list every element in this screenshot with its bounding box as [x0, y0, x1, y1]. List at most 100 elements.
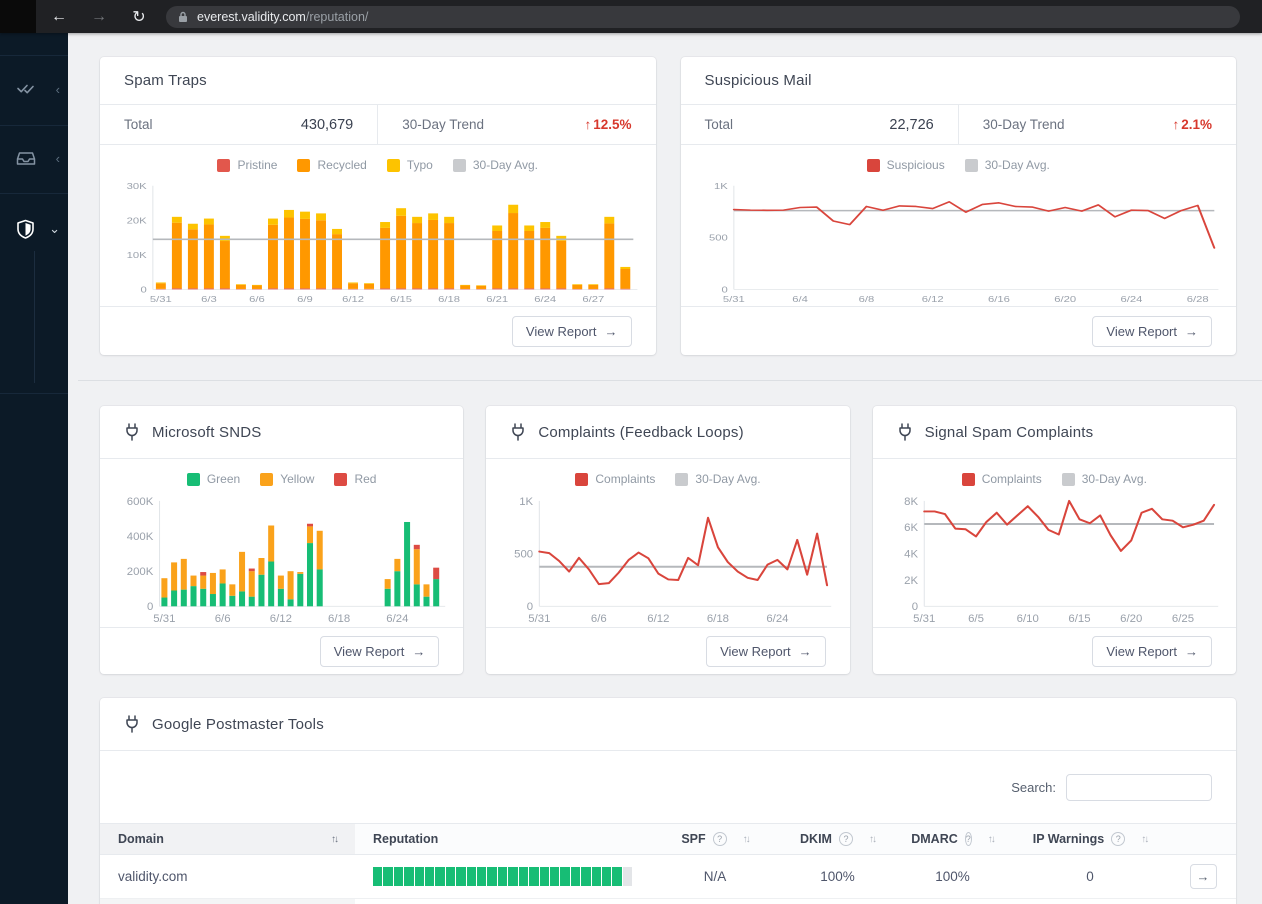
legend-swatch	[675, 472, 689, 486]
total-label: Total	[704, 117, 734, 132]
svg-text:6/5: 6/5	[968, 613, 984, 625]
svg-text:5/31: 5/31	[529, 613, 551, 625]
svg-text:6/25: 6/25	[1172, 613, 1194, 625]
help-icon[interactable]: ?	[964, 832, 972, 846]
view-report-button[interactable]: View Report →	[1092, 315, 1212, 347]
view-report-button[interactable]: View Report →	[319, 635, 440, 667]
snds-chart: 0 200K 400K 600K 5/31 6/6 6/12 6/18 6/24	[100, 495, 463, 627]
reputation-cell	[355, 855, 650, 898]
row-detail-button[interactable]: →	[1189, 864, 1217, 889]
arrow-right-icon: →	[1184, 643, 1198, 659]
inbox-icon	[16, 151, 36, 165]
search-input[interactable]	[1066, 773, 1212, 801]
trend-up-icon: ↑	[1172, 117, 1180, 132]
svg-text:6/15: 6/15	[390, 295, 412, 305]
help-icon[interactable]: ?	[712, 832, 727, 846]
svg-text:200K: 200K	[127, 566, 154, 578]
back-button[interactable]: ←	[51, 7, 67, 25]
legend-swatch	[186, 472, 200, 486]
trend-label: 30-Day Trend	[982, 117, 1065, 132]
svg-text:6/24: 6/24	[1120, 295, 1142, 305]
column-header-dmarc[interactable]: DMARC ? ↑↓	[911, 832, 996, 846]
sidebar-item-validation[interactable]: ‹	[0, 69, 68, 109]
svg-text:6/12: 6/12	[648, 613, 670, 625]
column-header-dkim[interactable]: DKIM ? ↑↓	[800, 832, 877, 846]
view-report-button[interactable]: View Report →	[1092, 635, 1212, 667]
column-header-ip-warnings[interactable]: IP Warnings ? ↑↓	[1032, 832, 1149, 846]
legend-item: Recycled	[297, 158, 367, 172]
arrow-right-icon: →	[604, 323, 618, 339]
svg-text:6/18: 6/18	[328, 613, 350, 625]
svg-text:6/6: 6/6	[249, 295, 265, 305]
address-bar[interactable]: everest.validity.com/reputation/	[166, 5, 1240, 28]
sidebar: ‹ ‹ ⌄	[0, 33, 68, 904]
reload-button[interactable]: ↻	[132, 8, 146, 26]
sort-icon[interactable]: ↑↓	[987, 833, 996, 845]
spf-cell: N/A	[703, 869, 727, 884]
chart-legend: Complaints 30-Day Avg.	[486, 463, 849, 495]
svg-text:6/16: 6/16	[987, 295, 1009, 305]
submenu-tree-line	[34, 251, 35, 383]
forward-button[interactable]: →	[91, 7, 107, 25]
svg-text:0: 0	[147, 601, 153, 613]
svg-text:0: 0	[527, 601, 533, 613]
svg-text:6/15: 6/15	[1068, 613, 1090, 625]
svg-text:6/10: 6/10	[1016, 613, 1038, 625]
next-row-partial	[100, 899, 1236, 904]
legend-swatch	[217, 158, 231, 172]
chart-legend: Green Yellow Red	[100, 463, 463, 495]
chart-legend: Pristine Recycled Typo 30-Day Avg.	[100, 149, 656, 181]
sidebar-item-inbox[interactable]: ‹	[0, 138, 68, 178]
legend-swatch	[334, 472, 348, 486]
view-report-button[interactable]: View Report →	[511, 315, 632, 347]
svg-text:6/6: 6/6	[215, 613, 231, 625]
svg-text:20K: 20K	[127, 217, 147, 227]
trend-value: ↑ 12.5%	[584, 117, 632, 132]
column-header-domain[interactable]: Domain ↑↓	[100, 824, 355, 854]
column-header-reputation: Reputation	[373, 832, 439, 846]
sort-icon[interactable]: ↑↓	[331, 833, 339, 845]
column-header-spf[interactable]: SPF ? ↑↓	[681, 832, 751, 846]
svg-text:1K: 1K	[713, 182, 727, 192]
svg-text:30K: 30K	[127, 182, 147, 192]
svg-text:6/4: 6/4	[792, 295, 808, 305]
sidebar-divider	[0, 125, 68, 126]
svg-text:4K: 4K	[904, 549, 919, 561]
signal-spam-card: Signal Spam Complaints Complaints 30-Day …	[872, 406, 1236, 674]
card-title: Complaints (Feedback Loops)	[538, 423, 744, 441]
legend-item: Typo	[386, 158, 433, 172]
svg-text:6K: 6K	[904, 522, 919, 534]
svg-text:5/31: 5/31	[150, 295, 172, 305]
sort-icon[interactable]: ↑↓	[742, 833, 751, 845]
legend-swatch	[297, 158, 311, 172]
url-path: /reputation/	[305, 9, 369, 24]
total-stat: Total 430,679	[100, 105, 377, 144]
legend-swatch	[961, 472, 975, 486]
svg-text:6/27: 6/27	[582, 295, 604, 305]
svg-text:5/31: 5/31	[153, 613, 175, 625]
view-report-button[interactable]: View Report →	[706, 635, 826, 667]
help-icon[interactable]: ?	[1111, 832, 1126, 846]
help-icon[interactable]: ?	[838, 832, 853, 846]
svg-text:6/24: 6/24	[386, 613, 408, 625]
legend-swatch	[386, 158, 400, 172]
total-label: Total	[124, 117, 153, 132]
chevron-down-icon: ⌄	[49, 221, 60, 236]
reputation-dashboard: Spam Traps Total 430,679 30-Day Trend ↑ 1…	[68, 33, 1262, 904]
svg-text:1K: 1K	[520, 496, 535, 508]
spam-traps-card: Spam Traps Total 430,679 30-Day Trend ↑ 1…	[100, 57, 656, 355]
table-row: validity.com N/A 100% 100% 0 →	[100, 855, 1236, 899]
svg-text:0: 0	[721, 286, 728, 296]
sort-icon[interactable]: ↑↓	[868, 833, 877, 845]
sort-icon[interactable]: ↑↓	[1141, 833, 1149, 845]
trend-up-icon: ↑	[584, 117, 592, 132]
arrow-right-icon: →	[798, 643, 812, 659]
trend-stat: 30-Day Trend ↑ 2.1%	[957, 105, 1236, 144]
card-title: Signal Spam Complaints	[924, 423, 1094, 441]
sidebar-item-reputation[interactable]: ⌄	[0, 209, 68, 249]
chevron-left-icon: ‹	[55, 81, 60, 97]
plug-icon	[512, 423, 525, 441]
trend-stat: 30-Day Trend ↑ 12.5%	[377, 105, 655, 144]
svg-text:6/24: 6/24	[767, 613, 789, 625]
dmarc-cell: 100%	[935, 869, 970, 884]
